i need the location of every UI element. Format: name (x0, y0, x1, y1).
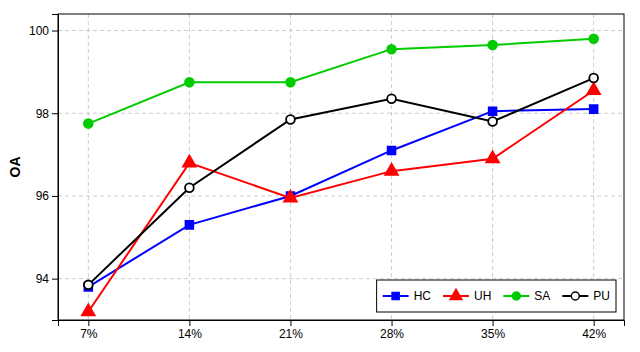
data-point (185, 78, 194, 87)
data-point (385, 164, 398, 175)
legend-marker (392, 292, 399, 299)
legend-item: HC (383, 289, 432, 303)
data-point (387, 45, 396, 54)
grid-line (58, 113, 624, 114)
y-tick-label: 98 (36, 107, 50, 121)
legend-marker (450, 289, 462, 299)
data-point (82, 304, 95, 315)
plot: 7% 14% 21% 28% 35% 42% 94 96 98 100 HC UH SA PU (29, 14, 625, 341)
data-point (488, 41, 497, 50)
legend-marker (571, 292, 579, 300)
data-point (587, 83, 600, 94)
grid-line (492, 14, 493, 320)
data-point (486, 151, 499, 162)
y-axis: 94 96 98 100 (29, 15, 59, 321)
data-point (488, 117, 497, 126)
x-tick-label: 21% (279, 327, 303, 341)
y-axis-line (52, 15, 59, 321)
data-point (589, 34, 598, 43)
data-point (185, 183, 194, 192)
legend-item: UH (443, 289, 491, 303)
grid-line (88, 14, 89, 320)
chart: 7% 14% 21% 28% 35% 42% 94 96 98 100 HC UH SA PU OA (0, 0, 640, 352)
x-tick-mark (493, 320, 494, 326)
marks (82, 34, 600, 315)
legend-label: UH (474, 289, 491, 303)
data-point (84, 280, 93, 289)
x-tick-mark (594, 320, 595, 326)
x-tick: 14% (178, 320, 202, 341)
x-tick-label: 14% (178, 327, 202, 341)
series-line (88, 109, 593, 287)
legend-label: SA (534, 289, 550, 303)
x-tick: 7% (80, 320, 98, 341)
y-axis-title: OA (7, 157, 23, 178)
grid-line (58, 278, 624, 279)
y-tick-label: 100 (29, 24, 49, 38)
x-tick-mark (392, 320, 393, 326)
grid-line (58, 195, 624, 196)
data-point (183, 156, 196, 167)
y-tick: 96 (36, 189, 58, 203)
y-tick-mark (52, 279, 58, 280)
x-tick-label: 42% (582, 327, 606, 341)
data-point (387, 94, 396, 103)
data-point (186, 221, 194, 229)
legend: HC UH SA PU (377, 280, 616, 312)
series-line (88, 91, 593, 312)
grid-line (593, 14, 594, 320)
x-tick-label: 35% (481, 327, 505, 341)
series-line (88, 78, 593, 285)
legend-item: PU (562, 289, 610, 303)
grid-line (58, 30, 624, 31)
y-tick-mark (52, 31, 58, 32)
legend-marker (512, 292, 520, 300)
legend-label: HC (414, 289, 432, 303)
x-tick-mark (290, 320, 291, 326)
data-point (286, 78, 295, 87)
data-point (84, 119, 93, 128)
x-tick-label: 7% (80, 327, 98, 341)
y-tick-label: 94 (36, 272, 50, 286)
x-tick: 28% (380, 320, 404, 341)
legend-label: PU (593, 289, 610, 303)
grid-line (290, 14, 291, 320)
data-point (284, 191, 297, 202)
y-tick-mark (52, 196, 58, 197)
data-point (388, 147, 396, 155)
data-point (286, 115, 295, 124)
x-tick: 42% (582, 320, 606, 341)
x-axis-line (59, 321, 625, 327)
data-point (589, 74, 598, 83)
y-tick: 100 (29, 24, 58, 38)
data-point (489, 107, 497, 115)
y-tick: 94 (36, 272, 58, 286)
grid (58, 14, 624, 320)
x-tick: 21% (279, 320, 303, 341)
x-tick-label: 28% (380, 327, 404, 341)
legend-box (377, 280, 616, 312)
y-tick-mark (52, 113, 58, 114)
data-point (590, 105, 598, 113)
y-tick-label: 96 (36, 189, 50, 203)
x-tick: 35% (481, 320, 505, 341)
x-tick-mark (189, 320, 190, 326)
series (84, 74, 598, 289)
series (84, 34, 598, 128)
legend-item: SA (503, 289, 550, 303)
x-axis: 7% 14% 21% 28% 35% 42% (59, 320, 625, 341)
y-tick: 98 (36, 107, 58, 121)
plot-frame (58, 14, 624, 320)
series (84, 105, 597, 291)
x-tick-mark (88, 320, 89, 326)
